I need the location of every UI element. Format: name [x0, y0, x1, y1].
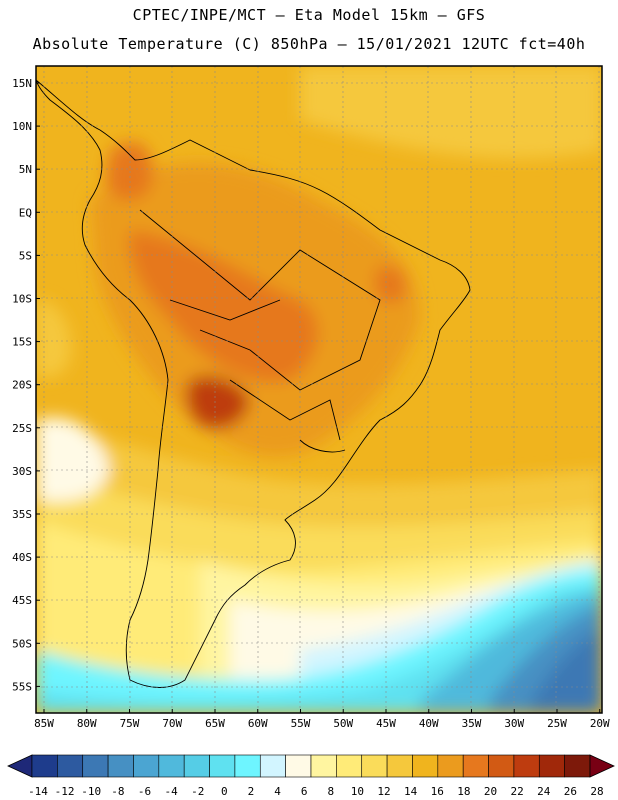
colorbar-swatch	[107, 754, 134, 778]
colorbar-label: 22	[511, 785, 524, 798]
colorbar-swatch	[57, 754, 84, 778]
colorbar-label: -2	[191, 785, 204, 798]
colorbar-label: -4	[164, 785, 178, 798]
lat-label: 45S	[12, 594, 32, 607]
colorbar-label: -8	[111, 785, 124, 798]
colorbar-label: 18	[457, 785, 470, 798]
lon-label: 25W	[547, 717, 567, 730]
colorbar-swatch	[386, 754, 413, 778]
colorbar-label: -12	[55, 785, 75, 798]
lat-label: 40S	[12, 551, 32, 564]
colorbar	[7, 754, 615, 778]
colorbar-label: 10	[351, 785, 364, 798]
temperature-field	[36, 66, 602, 713]
colorbar-swatch	[462, 754, 489, 778]
lon-label: 40W	[419, 717, 439, 730]
colorbar-under-triangle	[7, 754, 33, 778]
colorbar-swatch	[361, 754, 388, 778]
colorbar-swatch	[538, 754, 565, 778]
lat-label: 50S	[12, 637, 32, 650]
graticule	[36, 66, 602, 713]
colorbar-label: -10	[81, 785, 101, 798]
lon-label: 60W	[248, 717, 268, 730]
lon-label: 85W	[34, 717, 54, 730]
colorbar-label: 26	[564, 785, 577, 798]
colorbar-label: 6	[301, 785, 308, 798]
colorbar-label: 12	[377, 785, 390, 798]
lon-label: 45W	[376, 717, 396, 730]
colorbar-label: 0	[221, 785, 228, 798]
colorbar-label: 24	[537, 785, 551, 798]
lat-label: 15N	[12, 77, 32, 90]
colorbar-swatch	[437, 754, 464, 778]
colorbar-swatch	[488, 754, 515, 778]
colorbar-swatch	[285, 754, 312, 778]
lon-label: 75W	[120, 717, 140, 730]
colorbar-label: 28	[590, 785, 603, 798]
lat-label: 5S	[19, 249, 32, 262]
colorbar-swatch	[336, 754, 363, 778]
colorbar-swatch	[513, 754, 540, 778]
lon-label: 65W	[205, 717, 225, 730]
map-title-line2: Absolute Temperature (C) 850hPa – 15/01/…	[32, 35, 586, 53]
colorbar-label: 2	[248, 785, 255, 798]
colorbar-label: -6	[138, 785, 151, 798]
colorbar-swatch	[259, 754, 286, 778]
colorbar-label: -14	[28, 785, 48, 798]
longitude-labels: 85W 80W 75W 70W 65W 60W 55W 50W 45W 40W 35W 30W 25W 2…	[34, 709, 610, 730]
lon-label: 20W	[590, 717, 610, 730]
lat-label: 15S	[12, 336, 32, 349]
lat-label: 5N	[19, 163, 32, 176]
colorbar-swatch	[31, 754, 58, 778]
lat-label: 25S	[12, 422, 32, 435]
colorbar-swatch	[209, 754, 236, 778]
colorbar-swatch	[234, 754, 261, 778]
lat-label: 20S	[12, 379, 32, 392]
map-title-line1: CPTEC/INPE/MCT – Eta Model 15km – GFS	[132, 6, 486, 24]
colorbar-label: 20	[484, 785, 497, 798]
coastline	[36, 79, 471, 688]
latitude-labels: 15N 10N 5N EQ 5S 10S 15S 20S 25S 30S 35S 40S 45S 50S 5…	[12, 77, 40, 693]
colorbar-over-triangle	[589, 754, 615, 778]
lon-label: 55W	[291, 717, 311, 730]
map-frame	[35, 65, 603, 714]
lat-label: EQ	[19, 206, 32, 219]
colorbar-swatch	[564, 754, 591, 778]
lon-label: 80W	[77, 717, 97, 730]
colorbar-swatch	[412, 754, 439, 778]
colorbar-swatch	[158, 754, 185, 778]
colorbar-labels: -14 -12 -10 -8 -6 -4 -2 0 2 4 6 8 10 12 14 16 18 20 22 24 26…	[28, 785, 604, 798]
colorbar-label: 14	[404, 785, 418, 798]
lat-label: 10N	[12, 120, 32, 133]
colorbar-label: 4	[274, 785, 281, 798]
colorbar-swatch	[310, 754, 337, 778]
colorbar-swatch	[82, 754, 109, 778]
lat-label: 55S	[12, 680, 32, 693]
colorbar-label: 16	[431, 785, 444, 798]
lon-label: 35W	[462, 717, 482, 730]
lon-label: 50W	[333, 717, 353, 730]
lat-label: 35S	[12, 508, 32, 521]
colorbar-swatch	[183, 754, 210, 778]
lon-label: 30W	[504, 717, 524, 730]
colorbar-label: 8	[327, 785, 334, 798]
lon-label: 70W	[162, 717, 182, 730]
colorbar-swatch	[133, 754, 160, 778]
lat-label: 30S	[12, 465, 32, 478]
lat-label: 10S	[12, 293, 32, 306]
